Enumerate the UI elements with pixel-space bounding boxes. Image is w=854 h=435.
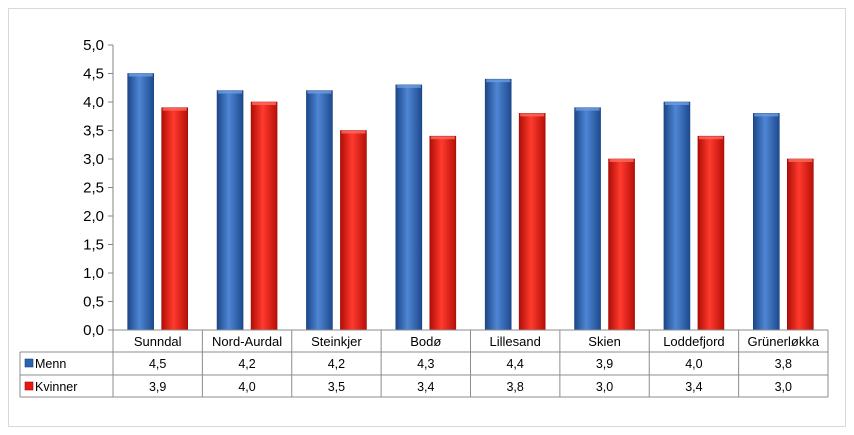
x-category-label: Grünerløkka [748, 334, 820, 349]
bar-kvinner [608, 158, 635, 331]
y-tick-label: 0,5 [83, 294, 104, 311]
data-table-cell: 3,0 [596, 380, 613, 394]
data-table-cell: 3,5 [328, 380, 345, 394]
bar-top-highlight [218, 90, 243, 94]
bar-top-highlight [788, 159, 813, 162]
bar-menn [395, 84, 423, 331]
bar-top-highlight [396, 84, 421, 88]
y-tick-label: 5,0 [83, 37, 104, 54]
bar-menn [216, 90, 244, 331]
y-tick-label: 0,0 [83, 322, 104, 339]
legend-key-menn [24, 358, 34, 368]
data-table-cell: 4,3 [417, 357, 434, 371]
data-table-cell: 3,8 [775, 357, 792, 371]
y-tick-label: 3,5 [83, 123, 104, 140]
data-table-cell: 4,5 [149, 357, 166, 371]
y-tick-label: 2,0 [83, 208, 104, 225]
y-tick-label: 2,5 [83, 180, 104, 197]
y-tick-label: 4,0 [83, 94, 104, 111]
bar-kvinner [787, 158, 814, 331]
x-category-label: Skien [588, 334, 621, 349]
x-category-label: Loddefjord [663, 334, 724, 349]
x-category-label: Steinkjer [311, 334, 362, 349]
bar-top-highlight [430, 136, 455, 140]
legend-label: Kvinner [35, 380, 77, 394]
bar-top-highlight [664, 102, 689, 105]
bar-menn [306, 90, 333, 331]
data-table-cell: 3,0 [775, 380, 792, 394]
data-table-cell: 3,8 [506, 380, 523, 394]
bar-menn [663, 101, 691, 331]
chart-frame [8, 8, 846, 427]
bar-top-highlight [698, 136, 723, 140]
bar-top-highlight [162, 107, 187, 111]
y-tick-label: 1,5 [83, 237, 104, 254]
data-table-cell: 3,4 [417, 380, 434, 394]
bar-top-highlight [520, 113, 545, 117]
bar-top-highlight [754, 113, 779, 117]
data-table-cell: 3,9 [149, 380, 166, 394]
data-table-cell: 4,2 [328, 357, 345, 371]
y-tick-label: 1,0 [83, 265, 104, 282]
data-table-cell: 3,9 [596, 357, 613, 371]
bar-top-highlight [307, 90, 332, 94]
data-table-cell: 4,2 [238, 357, 255, 371]
x-category-label: Sunndal [134, 334, 182, 349]
bar-top-highlight [575, 107, 600, 111]
x-category-label: Bodø [410, 334, 441, 349]
bar-menn [753, 113, 780, 331]
x-category-label: Lillesand [490, 334, 541, 349]
bar-top-highlight [341, 130, 366, 134]
data-table-cell: 4,0 [685, 357, 702, 371]
bar-menn [574, 107, 601, 331]
bar-kvinner [161, 107, 188, 331]
bar-kvinner [518, 113, 546, 331]
data-table-cell: 4,4 [506, 357, 523, 371]
bar-kvinner [340, 130, 367, 331]
bar-top-highlight [128, 73, 153, 77]
bar-top-highlight [609, 159, 634, 162]
y-tick-label: 4,5 [83, 66, 104, 83]
legend-label: Menn [35, 357, 66, 371]
data-table-cell: 3,4 [685, 380, 702, 394]
bar-menn [484, 78, 512, 331]
bar-kvinner [250, 101, 278, 331]
legend-key-kvinner [24, 381, 34, 391]
bar-kvinner [697, 135, 725, 331]
bar-top-highlight [252, 102, 277, 105]
bar-top-highlight [486, 79, 511, 83]
bar-menn [127, 73, 154, 331]
bar-kvinner [429, 135, 457, 331]
data-table-cell: 4,0 [238, 380, 255, 394]
y-tick-label: 3,0 [83, 151, 104, 168]
x-category-label: Nord-Aurdal [212, 334, 282, 349]
